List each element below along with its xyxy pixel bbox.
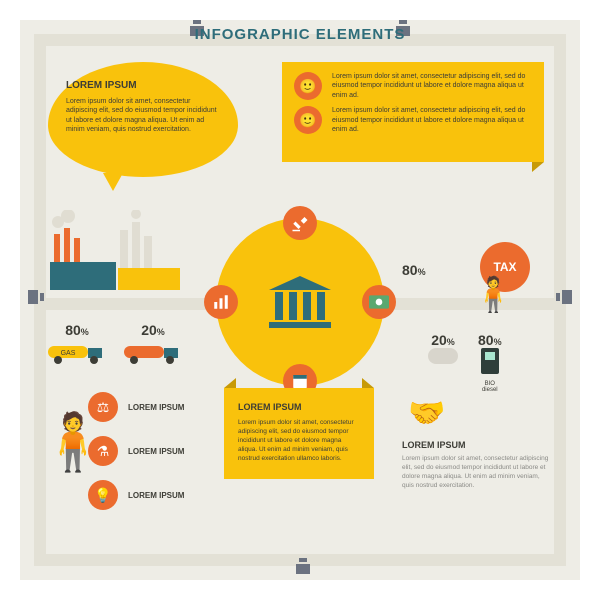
left-stats: 80% GAS 20% <box>48 322 182 364</box>
list-icon: ⚗ <box>88 436 118 466</box>
bottom-list: ⚖ LOREM IPSUM ⚗ LOREM IPSUM 💡 LOREM IPSU… <box>88 392 184 524</box>
bubble-heading: LOREM IPSUM <box>66 80 220 91</box>
stat-pct: 80% <box>48 322 106 338</box>
gavel-icon <box>283 206 317 240</box>
page-title: INFOGRAPHIC ELEMENTS <box>20 26 580 43</box>
svg-text:GAS: GAS <box>61 350 76 357</box>
avatar-icon: 🙂 <box>294 72 322 100</box>
br-heading: LOREM IPSUM <box>402 440 550 450</box>
valve-icon <box>296 564 310 574</box>
list-icon: 💡 <box>88 480 118 510</box>
pump-caption: BIOdiesel <box>478 381 502 393</box>
list-item: ⚗ LOREM IPSUM <box>88 436 184 466</box>
container-icon <box>428 348 458 364</box>
truck-icon <box>124 340 182 364</box>
stat-pct: 80% <box>478 332 502 348</box>
ribbon-body: Lorem ipsum dolor sit amet, consectetur … <box>238 418 360 463</box>
stat-item: 20% <box>124 322 182 364</box>
truck-icon: GAS <box>48 340 106 364</box>
bubble-body: Lorem ipsum dolor sit amet, consectetur … <box>66 97 220 135</box>
money-icon <box>362 285 396 319</box>
right-stats: 20% 80% BIOdiesel <box>428 332 502 393</box>
chart-icon <box>204 285 238 319</box>
central-hub <box>216 218 384 386</box>
br-body: Lorem ipsum dolor sit amet, consectetur … <box>402 454 550 490</box>
tax-pct: 80% <box>402 262 426 278</box>
list-icon: ⚖ <box>88 392 118 422</box>
speech-bubble: LOREM IPSUM Lorem ipsum dolor sit amet, … <box>48 62 238 177</box>
list-item: 💡 LOREM IPSUM <box>88 480 184 510</box>
stat-item: 80% BIOdiesel <box>478 332 502 393</box>
list-item: ⚖ LOREM IPSUM <box>88 392 184 422</box>
stat-pct: 20% <box>428 332 458 348</box>
person-icon: 🧍 <box>472 278 514 312</box>
pipe <box>34 298 216 310</box>
list-label: LOREM IPSUM <box>128 403 184 412</box>
ribbon-box: LOREM IPSUM Lorem ipsum dolor sit amet, … <box>224 388 374 479</box>
bottom-right-text: LOREM IPSUM Lorem ipsum dolor sit amet, … <box>402 440 550 490</box>
valve-icon <box>562 290 572 304</box>
stat-pct: 20% <box>124 322 182 338</box>
valve-icon <box>28 290 38 304</box>
hands-icon: 🤝 <box>408 396 445 431</box>
list-label: LOREM IPSUM <box>128 491 184 500</box>
bank-icon <box>269 276 331 328</box>
quote-text: Lorem ipsum dolor sit amet, consectetur … <box>332 72 532 100</box>
stat-item: 80% GAS <box>48 322 106 364</box>
ribbon-heading: LOREM IPSUM <box>238 402 360 412</box>
stat-item: 20% <box>428 332 458 393</box>
list-label: LOREM IPSUM <box>128 447 184 456</box>
infographic-stage: INFOGRAPHIC ELEMENTS LOREM IPSUM Lorem i… <box>20 20 580 580</box>
avatar-icon: 🙂 <box>294 106 322 134</box>
quote-text: Lorem ipsum dolor sit amet, consectetur … <box>332 106 532 134</box>
quote-row: 🙂 Lorem ipsum dolor sit amet, consectetu… <box>282 100 544 134</box>
factory-icon <box>50 210 190 295</box>
quote-box: 🙂 Lorem ipsum dolor sit amet, consectetu… <box>282 62 544 162</box>
quote-row: 🙂 Lorem ipsum dolor sit amet, consectetu… <box>282 62 544 100</box>
pump-icon <box>481 348 499 374</box>
